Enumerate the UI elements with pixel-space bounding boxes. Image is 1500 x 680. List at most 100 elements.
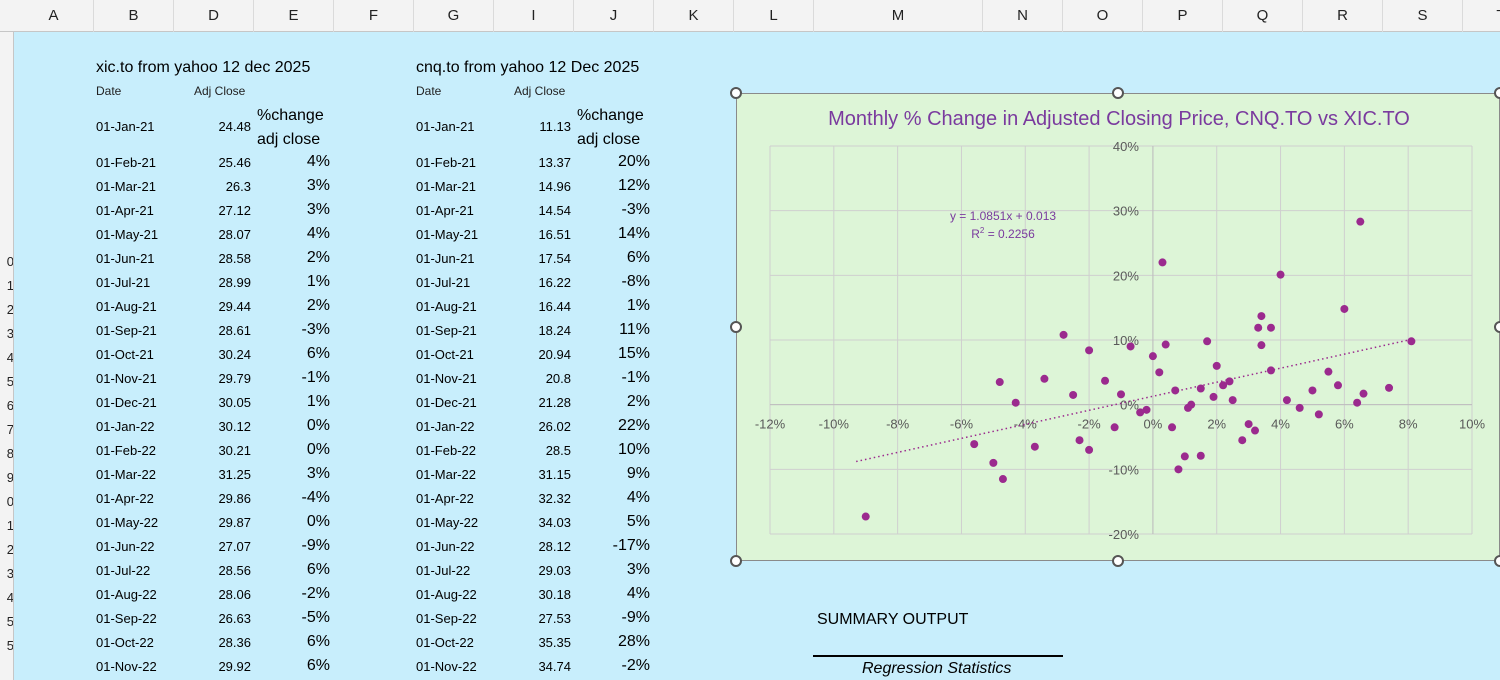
cnq-adj-cell[interactable]: 11.13 [539, 119, 571, 134]
row-header[interactable]: 9 [6, 470, 14, 485]
cnq-pct-cell[interactable]: -17% [612, 537, 650, 554]
xic-adj-cell[interactable]: 30.12 [218, 419, 251, 434]
row-header[interactable]: 1 [6, 518, 14, 533]
xic-date-cell[interactable]: 01-Jul-21 [96, 275, 151, 290]
xic-adj-header[interactable]: Adj Close [194, 84, 246, 98]
cnq-date-cell[interactable]: 01-Jun-21 [416, 251, 475, 266]
xic-pct-cell[interactable]: 1% [306, 273, 330, 290]
cnq-adj-header[interactable]: Adj Close [514, 84, 566, 98]
xic-adj-cell[interactable]: 26.63 [218, 611, 251, 626]
cnq-pct-cell[interactable]: 12% [617, 177, 650, 194]
xic-date-cell[interactable]: 01-Mar-22 [96, 467, 156, 482]
xic-date-cell[interactable]: 01-Oct-21 [96, 347, 154, 362]
cnq-pct-cell[interactable]: 9% [626, 465, 650, 482]
xic-date-cell[interactable]: 01-May-22 [96, 515, 159, 530]
xic-date-cell[interactable]: 01-Aug-21 [96, 299, 157, 314]
xic-date-cell[interactable]: 01-Jan-21 [96, 119, 155, 134]
row-header[interactable] [0, 58, 13, 82]
xic-pct-cell[interactable]: 6% [306, 561, 330, 578]
xic-date-cell[interactable]: 01-Jun-22 [96, 539, 155, 554]
xic-date-cell[interactable]: 01-Aug-22 [96, 587, 157, 602]
cnq-date-cell[interactable]: 01-Dec-21 [416, 395, 477, 410]
xic-date-cell[interactable]: 01-Nov-21 [96, 371, 157, 386]
xic-date-cell[interactable]: 01-Apr-22 [96, 491, 154, 506]
cnq-pct-cell[interactable]: 3% [626, 561, 650, 578]
xic-pct-cell[interactable]: 0% [306, 441, 330, 458]
cnq-pct-cell[interactable]: 11% [619, 321, 650, 338]
cnq-pct-cell[interactable]: -2% [621, 657, 650, 674]
xic-adj-cell[interactable]: 26.3 [225, 179, 251, 194]
cnq-date-cell[interactable]: 01-Mar-21 [416, 179, 476, 194]
row-header[interactable]: 4 [6, 590, 14, 605]
xic-adj-cell[interactable]: 28.06 [218, 587, 251, 602]
row-header[interactable]: 8 [6, 446, 14, 461]
row-header[interactable] [0, 34, 13, 58]
cnq-date-cell[interactable]: 01-Nov-21 [416, 371, 477, 386]
row-header[interactable] [0, 130, 13, 154]
xic-pct-cell[interactable]: 6% [306, 633, 330, 650]
xic-pct-cell[interactable]: 3% [306, 465, 330, 482]
cnq-adj-cell[interactable]: 35.35 [538, 635, 571, 650]
xic-pct-cell[interactable]: 0% [306, 513, 330, 530]
cnq-title[interactable]: cnq.to from yahoo 12 Dec 2025 [416, 59, 640, 76]
row-header[interactable]: 5 [6, 374, 14, 389]
cnq-date-cell[interactable]: 01-Feb-21 [416, 155, 476, 170]
cnq-pct-cell[interactable]: 4% [626, 585, 650, 602]
column-header[interactable]: N [983, 0, 1063, 32]
cnq-pct-cell[interactable]: 22% [617, 417, 650, 434]
cnq-adj-cell[interactable]: 16.44 [538, 299, 571, 314]
xic-pct-cell[interactable]: -4% [301, 489, 330, 506]
row-header[interactable]: 7 [6, 422, 14, 437]
xic-pct-cell[interactable]: -3% [301, 321, 330, 338]
resize-handle-bottom-middle[interactable] [1112, 555, 1124, 567]
xic-adj-cell[interactable]: 28.56 [218, 563, 251, 578]
cnq-date-cell[interactable]: 01-Apr-21 [416, 203, 474, 218]
column-header[interactable]: L [734, 0, 814, 32]
xic-date-cell[interactable]: 01-Jan-22 [96, 419, 155, 434]
xic-adj-cell[interactable]: 24.48 [218, 119, 251, 134]
row-header[interactable] [0, 154, 13, 178]
column-header[interactable]: O [1063, 0, 1143, 32]
xic-date-header[interactable]: Date [96, 84, 122, 98]
scatter-chart[interactable]: Monthly % Change in Adjusted Closing Pri… [730, 87, 1500, 567]
cnq-adj-cell[interactable]: 21.28 [538, 395, 571, 410]
column-header[interactable]: R [1303, 0, 1383, 32]
column-header[interactable]: F [334, 0, 414, 32]
cnq-pct-cell[interactable]: 28% [617, 633, 650, 650]
cnq-date-cell[interactable]: 01-Apr-22 [416, 491, 474, 506]
cnq-adj-cell[interactable]: 17.54 [538, 251, 571, 266]
xic-adj-cell[interactable]: 28.58 [218, 251, 251, 266]
xic-adj-cell[interactable]: 29.44 [218, 299, 251, 314]
xic-adj-cell[interactable]: 30.21 [218, 443, 251, 458]
resize-handle-top-right[interactable] [1494, 87, 1500, 99]
cnq-pct-cell[interactable]: 15% [617, 345, 650, 362]
xic-adj-cell[interactable]: 28.36 [218, 635, 251, 650]
xic-pct-cell[interactable]: -1% [301, 369, 330, 386]
xic-adj-cell[interactable]: 28.61 [218, 323, 251, 338]
xic-date-cell[interactable]: 01-Feb-22 [96, 443, 156, 458]
cnq-date-cell[interactable]: 01-Jul-21 [416, 275, 471, 290]
regression-statistics-label[interactable]: Regression Statistics [862, 660, 1012, 677]
xic-pct-header[interactable]: %change [257, 107, 324, 124]
cnq-adj-cell[interactable]: 14.96 [538, 179, 571, 194]
xic-pct-cell[interactable]: 3% [306, 201, 330, 218]
xic-pct-cell[interactable]: -2% [301, 585, 330, 602]
cnq-pct-cell[interactable]: 6% [626, 249, 650, 266]
row-header[interactable]: 3 [6, 566, 14, 581]
column-header[interactable]: P [1143, 0, 1223, 32]
cnq-pct-cell[interactable]: 4% [626, 489, 650, 506]
xic-date-cell[interactable]: 01-Sep-22 [96, 611, 157, 626]
xic-date-cell[interactable]: 01-Apr-21 [96, 203, 154, 218]
cnq-date-cell[interactable]: 01-Sep-22 [416, 611, 477, 626]
xic-adj-cell[interactable]: 27.07 [218, 539, 251, 554]
cnq-date-cell[interactable]: 01-Jul-22 [416, 563, 471, 578]
column-header[interactable]: M [814, 0, 983, 32]
cnq-date-cell[interactable]: 01-Jun-22 [416, 539, 475, 554]
xic-date-cell[interactable]: 01-Mar-21 [96, 179, 156, 194]
cnq-date-cell[interactable]: 01-Oct-21 [416, 347, 474, 362]
cnq-adj-cell[interactable]: 28.5 [545, 443, 571, 458]
xic-pct-cell[interactable]: -9% [301, 537, 330, 554]
resize-handle-bottom-left[interactable] [730, 555, 742, 567]
xic-date-cell[interactable]: 01-Jun-21 [96, 251, 155, 266]
xic-adj-cell[interactable]: 29.92 [218, 659, 251, 674]
